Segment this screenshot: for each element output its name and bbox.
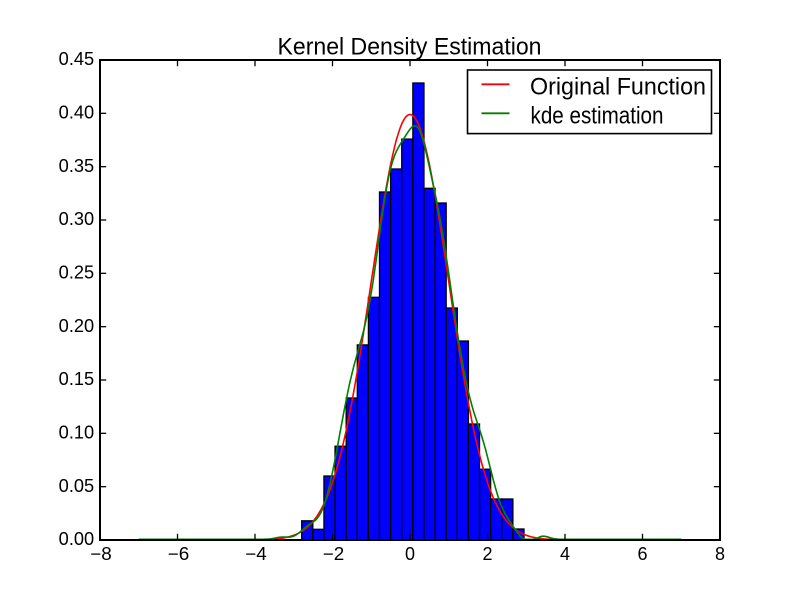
- svg-text:Kernel Density Estimation: Kernel Density Estimation: [278, 33, 542, 60]
- svg-text:Original Function: Original Function: [530, 74, 706, 101]
- svg-text:0.25: 0.25: [59, 263, 95, 283]
- svg-text:0.40: 0.40: [59, 103, 95, 123]
- svg-text:0.00: 0.00: [59, 529, 95, 549]
- svg-text:kde estimation: kde estimation: [531, 102, 664, 129]
- svg-text:0.15: 0.15: [59, 369, 95, 389]
- svg-text:4: 4: [560, 544, 570, 564]
- svg-text:8: 8: [715, 544, 725, 564]
- svg-text:0.35: 0.35: [59, 156, 95, 176]
- svg-text:0.10: 0.10: [59, 423, 95, 443]
- svg-text:0: 0: [405, 544, 415, 564]
- svg-text:−6: −6: [168, 544, 190, 564]
- svg-text:0.20: 0.20: [59, 316, 95, 336]
- svg-text:0.05: 0.05: [59, 476, 95, 496]
- svg-text:−4: −4: [245, 544, 267, 564]
- svg-text:0.45: 0.45: [59, 49, 95, 69]
- svg-text:−8: −8: [90, 544, 112, 564]
- svg-text:6: 6: [637, 544, 647, 564]
- svg-text:2: 2: [482, 544, 492, 564]
- svg-text:0.30: 0.30: [59, 209, 95, 229]
- svg-text:−2: −2: [323, 544, 345, 564]
